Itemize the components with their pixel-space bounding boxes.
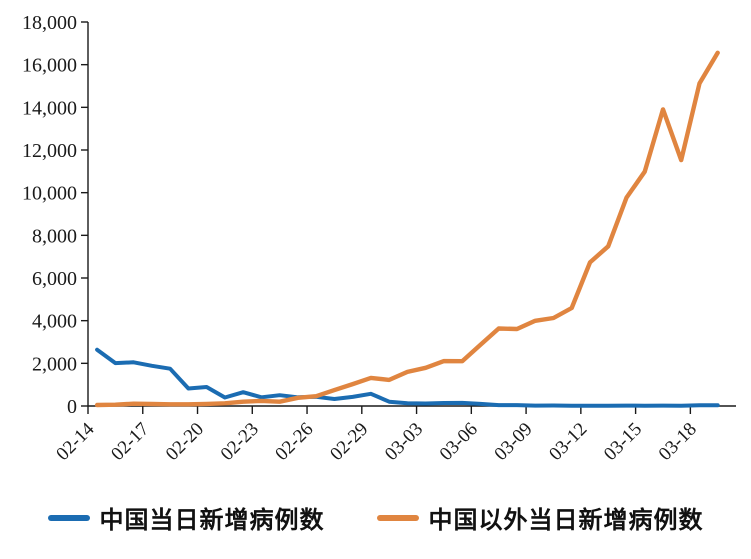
legend-label-china: 中国当日新增病例数 [99, 507, 325, 534]
y-axis-tick-label: 0 [67, 396, 77, 418]
legend-swatch-outside-china-icon [376, 514, 419, 521]
x-axis-tick-label: 03-12 [545, 419, 591, 465]
line-chart-canvas: 0 2,000 4,000 6,000 8,000 10,000 12,000 14,000 1… [22, 12, 736, 465]
x-axis-tick-label: 02-23 [217, 419, 263, 465]
series-line-china [95, 347, 720, 408]
y-axis-tick-label: 18,000 [22, 12, 77, 34]
x-axis-tick-label: 02-20 [162, 419, 208, 465]
series-line-outside-china [94, 50, 720, 408]
x-axis-tick-label: 03-03 [381, 419, 427, 465]
x-axis-tick-label: 03-09 [490, 419, 536, 465]
x-axis-tick-label: 03-06 [436, 419, 482, 465]
legend-item-china: 中国当日新增病例数 [47, 500, 325, 535]
x-axis-tick-label: 02-14 [52, 418, 99, 465]
y-axis-tick-label: 6,000 [32, 268, 77, 290]
x-axis-tick-label: 02-26 [271, 419, 317, 465]
y-axis-tick-label: 12,000 [22, 140, 77, 162]
legend-label-outside-china: 中国以外当日新增病例数 [428, 507, 704, 534]
y-axis-tick-label: 8,000 [32, 225, 77, 247]
y-axis-tick-label: 4,000 [32, 311, 77, 333]
y-axis-tick-label: 14,000 [22, 97, 77, 119]
legend-swatch-china-icon [47, 514, 90, 521]
y-axis-tick-label: 2,000 [32, 353, 77, 375]
x-axis-tick-label: 03-15 [600, 419, 646, 465]
y-axis-tick-label: 16,000 [22, 55, 77, 77]
x-axis-tick-label: 02-17 [107, 419, 153, 465]
y-axis-tick-label: 10,000 [22, 183, 77, 205]
chart-legend: 中国当日新增病例数 中国以外当日新增病例数 [0, 500, 751, 535]
legend-item-outside-china: 中国以外当日新增病例数 [376, 500, 704, 535]
x-axis-tick-label: 03-18 [655, 419, 701, 465]
x-axis-tick-label: 02-29 [326, 419, 372, 465]
